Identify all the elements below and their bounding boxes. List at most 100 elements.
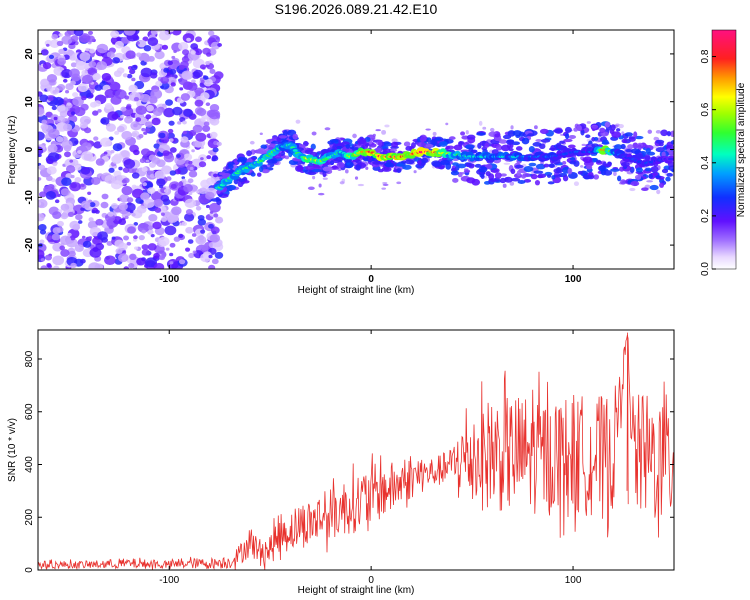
noise-blob <box>131 132 138 137</box>
halo-blob <box>432 131 437 136</box>
ridge-spread-blob <box>498 139 508 144</box>
ridge-spread-blob <box>665 176 671 182</box>
noise-blob <box>150 89 163 100</box>
noise-blob <box>181 176 186 180</box>
noise-blob <box>145 257 158 268</box>
noise-blob <box>143 45 152 52</box>
y-tick-label: 600 <box>24 403 35 420</box>
noise-blob <box>160 194 170 202</box>
noise-blob <box>203 75 209 80</box>
halo-blob <box>384 124 390 128</box>
noise-blob <box>195 190 200 194</box>
noise-blob <box>168 120 175 126</box>
ridge-spread-blob <box>494 137 502 142</box>
noise-blob <box>208 109 221 120</box>
halo-blob <box>509 181 515 186</box>
noise-blob <box>114 89 127 100</box>
ridge-spread-blob <box>620 161 630 167</box>
halo-blob <box>339 181 345 185</box>
noise-blob <box>189 166 194 171</box>
ridge-spread-blob <box>517 180 526 184</box>
noise-blob <box>133 149 140 156</box>
noise-blob <box>38 249 45 260</box>
noise-blob <box>38 201 42 206</box>
noise-blob <box>213 173 218 178</box>
noise-blob <box>57 57 67 66</box>
noise-blob <box>171 55 176 60</box>
noise-blob <box>151 191 164 202</box>
noise-blob <box>79 115 91 126</box>
ridge-spread-blob <box>329 160 335 166</box>
ridge-spread-blob <box>591 125 598 129</box>
noise-blob <box>151 117 161 126</box>
ridge-spread-blob <box>650 166 659 173</box>
ridge-spread-blob <box>374 147 382 153</box>
halo-blob <box>318 183 322 188</box>
ridge-spread-blob <box>634 174 642 180</box>
ridge-spread-blob <box>659 182 665 188</box>
halo-blob <box>613 171 617 177</box>
noise-blob <box>68 250 76 257</box>
noise-blob <box>206 155 212 160</box>
halo-blob <box>396 181 402 185</box>
noise-blob <box>205 191 215 200</box>
ridge-spread-blob <box>391 141 399 148</box>
noise-blob <box>113 70 122 78</box>
noise-blob <box>63 97 68 101</box>
noise-blob <box>51 233 61 241</box>
ridge-spread-blob <box>282 129 288 137</box>
noise-blob <box>70 35 79 42</box>
ridge-spread-blob <box>593 136 599 141</box>
noise-blob <box>118 218 127 226</box>
noise-blob <box>121 179 127 184</box>
noise-blob <box>52 162 58 167</box>
noise-blob <box>150 233 155 238</box>
ridge-spread-blob <box>620 143 626 150</box>
ridge-spread-blob <box>648 173 653 179</box>
noise-blob <box>42 62 52 70</box>
ridge-spread-blob <box>593 174 600 180</box>
noise-blob <box>178 41 189 51</box>
noise-blob <box>209 117 220 126</box>
noise-blob <box>59 110 68 118</box>
noise-blob <box>73 30 84 37</box>
y-tick-label: 800 <box>24 350 35 367</box>
noise-blob <box>160 212 165 216</box>
noise-blob <box>99 137 112 147</box>
halo-blob <box>391 138 398 143</box>
noise-blob <box>51 33 59 40</box>
noise-blob <box>123 266 130 269</box>
noise-blob <box>69 83 73 87</box>
noise-blob <box>123 158 136 169</box>
noise-blob <box>209 131 218 139</box>
noise-blob <box>54 199 60 204</box>
halo-blob <box>573 181 580 187</box>
noise-blob <box>181 178 187 183</box>
noise-blob <box>74 165 82 171</box>
noise-blob <box>149 162 156 168</box>
noise-blob <box>52 211 62 219</box>
noise-blob <box>170 183 177 189</box>
y-tick-label: 200 <box>24 508 35 525</box>
noise-blob <box>169 261 174 265</box>
noise-blob <box>122 73 128 78</box>
snr-y-ticks: 0 200 400 600 800 <box>24 350 674 573</box>
ridge-spread-blob <box>510 177 521 182</box>
noise-blob <box>128 262 135 269</box>
noise-blob <box>146 104 154 112</box>
ridge-spread-blob <box>528 145 535 153</box>
noise-blob <box>51 105 57 111</box>
noise-blob <box>89 48 96 54</box>
noise-blob <box>194 141 203 148</box>
ridge-core-mark <box>292 149 298 152</box>
noise-blob <box>141 244 149 250</box>
ridge-spread-blob <box>466 177 476 184</box>
noise-blob <box>48 54 55 60</box>
ridge-spread-blob <box>464 144 475 149</box>
ridge-spread-blob <box>476 132 486 136</box>
spectrogram-x-label: Height of straight line (km) <box>298 285 415 296</box>
noise-blob <box>101 73 112 81</box>
noise-blob <box>66 232 72 237</box>
halo-blob <box>352 133 357 139</box>
ridge-spread-blob <box>564 126 572 133</box>
